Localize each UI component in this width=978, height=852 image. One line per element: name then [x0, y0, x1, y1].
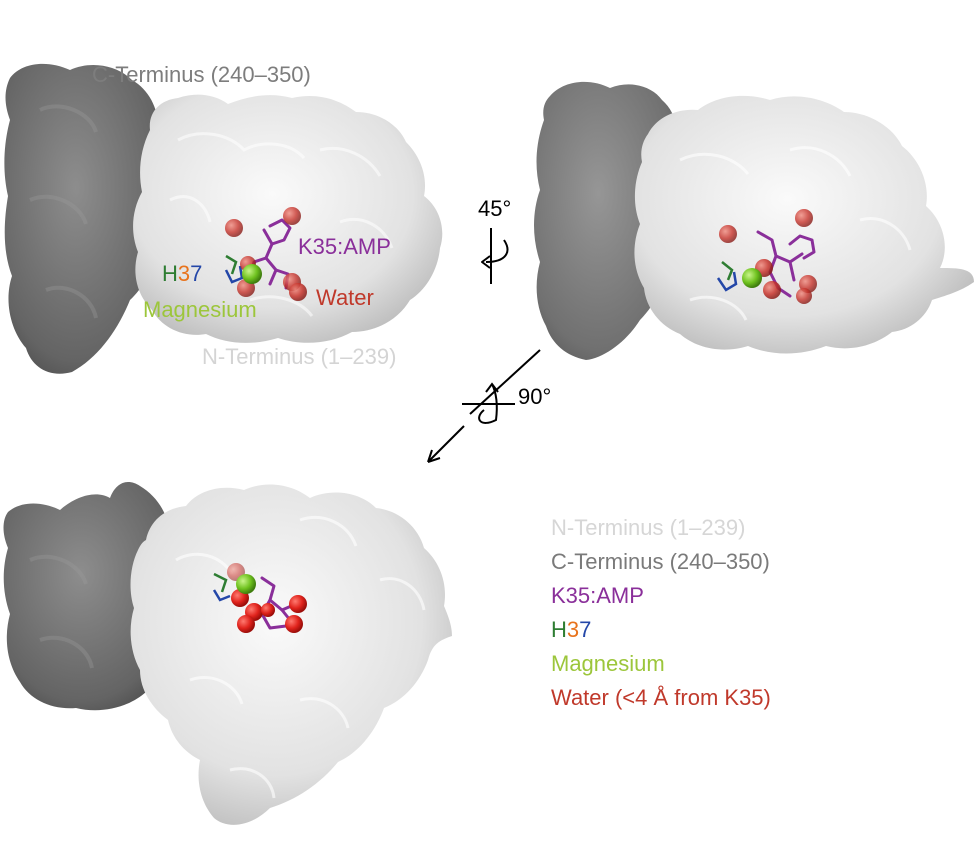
legend-h37-h: H [551, 617, 567, 642]
view3-water [261, 603, 275, 617]
view3-water [285, 615, 303, 633]
legend-magnesium: Magnesium [551, 651, 665, 676]
legend-n-terminus: N-Terminus (1–239) [551, 515, 746, 540]
rotation-45-label: 45° [478, 196, 512, 221]
water-label: Water [316, 285, 374, 310]
view3-water [289, 595, 307, 613]
h37-label-7: 7 [190, 261, 203, 286]
view-2 [534, 81, 974, 360]
view1-water [289, 283, 307, 301]
legend-water: Water (<4 Å from K35) [551, 685, 771, 710]
view-1 [4, 63, 443, 374]
view2-water [763, 281, 781, 299]
c-terminus-label: C-Terminus (240–350) [92, 62, 311, 87]
rotation-90-symbol [427, 349, 541, 463]
legend-k35amp: K35:AMP [551, 583, 644, 608]
rotation-90-label: 90° [518, 384, 552, 409]
legend-h37-3: 3 [566, 617, 580, 642]
view2-c-terminal-surface [534, 81, 677, 360]
view1-magnesium [242, 264, 262, 284]
view3-c-terminal-surface [3, 482, 176, 711]
view1-c-terminal-surface [4, 63, 163, 374]
h37-label: H37 [162, 263, 202, 285]
view3-n-terminal-surface [130, 484, 452, 825]
view3-h37-sidechain [212, 572, 231, 602]
view3-water [237, 615, 255, 633]
h37-label-h: H [162, 261, 178, 286]
view2-water [719, 225, 737, 243]
h37-label-3: 3 [177, 261, 191, 286]
view1-h37-sidechain [224, 254, 244, 284]
n-terminus-label: N-Terminus (1–239) [202, 344, 397, 369]
view2-h37-sidechain [716, 261, 738, 292]
legend-h37: H37 [551, 619, 771, 653]
legend: N-Terminus (1–239) C-Terminus (240–350) … [551, 517, 771, 721]
rotation-45-symbol [481, 228, 509, 284]
view2-magnesium [742, 268, 762, 288]
legend-c-terminus: C-Terminus (240–350) [551, 549, 770, 574]
view3-magnesium [236, 574, 256, 594]
view2-water [796, 288, 812, 304]
legend-h37-7: 7 [579, 617, 592, 642]
view2-water [795, 209, 813, 227]
view1-water [283, 207, 301, 225]
view1-water [225, 219, 243, 237]
view-3 [3, 482, 452, 825]
k35amp-label: K35:AMP [298, 234, 391, 259]
view2-k35amp-ligand [756, 230, 816, 298]
magnesium-label: Magnesium [143, 297, 257, 322]
